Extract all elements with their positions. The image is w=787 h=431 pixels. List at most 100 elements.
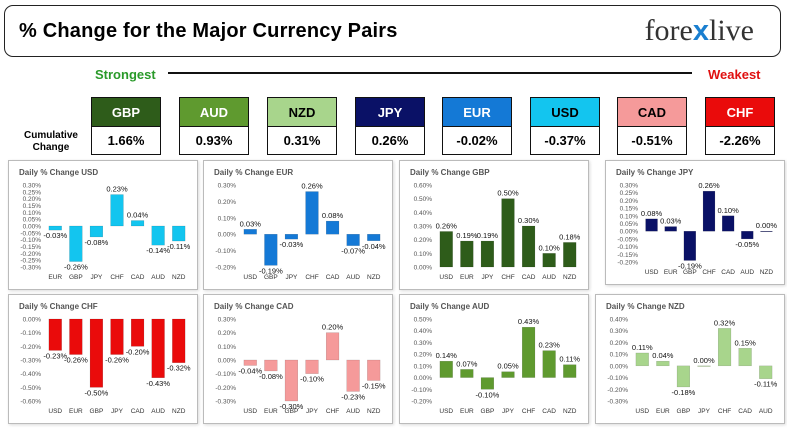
currency-card-aud: AUD 0.93% [179,97,249,155]
currency-card-nzd: NZD 0.31% [267,97,337,155]
y-tick-label: 0.15% [23,203,42,210]
y-tick-label: 0.30% [620,183,639,190]
y-tick-label: 0.25% [620,190,639,197]
data-label: -0.08% [259,372,283,381]
bar [676,365,691,388]
data-label: 0.15% [735,338,757,347]
currency-code: GBP [91,97,161,127]
data-label: 0.05% [497,362,519,371]
x-tick-label: CHF [522,408,535,415]
x-tick-label: NZD [760,269,774,276]
bar [346,359,360,392]
chart-svg: Daily % Change USD0.30%0.25%0.20%0.15%0.… [19,168,191,281]
y-tick-label: -0.30% [607,399,628,406]
x-tick-label: GBP [264,274,278,281]
bar [501,198,515,268]
y-tick-label: 0.10% [610,352,629,359]
data-label: -0.20% [126,347,150,356]
data-label: 0.10% [539,243,561,252]
chart-title: Daily % Change EUR [214,168,293,177]
x-tick-label: EUR [664,269,678,276]
daily-change-chart-0: Daily % Change USD 0.30% 0.25% 0.20% 0.15% 0.… [8,160,198,290]
y-tick-label: -0.05% [20,230,41,237]
currency-code: AUD [179,97,249,127]
y-tick-label: 0.20% [610,340,629,347]
bar [264,233,278,266]
y-tick-label: -0.20% [20,344,41,351]
bar [717,328,732,367]
x-tick-label: AUD [346,408,360,415]
y-tick-label: -0.10% [20,330,41,337]
bar [439,231,453,268]
data-label: 0.10% [718,206,740,215]
bar [645,218,658,232]
x-tick-label: JPY [285,274,298,281]
daily-change-chart-2: Daily % Change GBP 0.60% 0.50% 0.40% 0.30% 0.… [399,160,589,290]
chart-title: Daily % Change GBP [410,168,490,177]
daily-change-chart-1: Daily % Change EUR 0.30% 0.20% 0.10% 0.00% -0… [203,160,393,290]
y-tick-label: 0.20% [414,237,433,244]
x-tick-label: CHF [718,408,731,415]
currency-card-jpy: JPY 0.26% [355,97,425,155]
bar [480,377,495,390]
data-label: -0.18% [672,388,696,397]
x-tick-label: JPY [111,408,124,415]
y-tick-label: 0.10% [218,215,237,222]
bar [284,359,299,402]
x-tick-label: GBP [677,408,691,415]
bar [702,190,716,232]
x-tick-label: CAD [326,274,340,281]
y-tick-label: -0.15% [20,244,41,251]
x-tick-label: AUD [151,274,165,281]
x-tick-label: NZD [172,274,186,281]
y-tick-label: 0.30% [218,183,237,190]
y-tick-label: 0.60% [414,183,433,190]
bar [656,360,670,367]
x-tick-label: EUR [460,408,474,415]
data-label: -0.30% [280,402,304,411]
y-tick-label: 0.00% [23,317,42,324]
data-label: -0.26% [64,356,88,365]
y-tick-label: -0.20% [617,260,638,267]
data-label: 0.19% [477,231,499,240]
bar [697,365,711,367]
data-label: -0.07% [341,247,365,256]
bar [325,332,340,361]
bar [501,371,515,378]
chart-svg: Daily % Change JPY0.30%0.25%0.20%0.15%0.… [616,168,777,276]
strength-scale-line [168,72,692,74]
x-tick-label: JPY [698,408,711,415]
bar [760,230,773,232]
data-label: -0.43% [146,379,170,388]
y-tick-label: 0.30% [218,317,237,324]
y-tick-label: -0.20% [20,251,41,258]
y-tick-label: 0.40% [610,317,629,324]
x-tick-label: GBP [69,274,83,281]
y-tick-label: 0.40% [414,210,433,217]
chart-svg: Daily % Change AUD0.50%0.40%0.30%0.20%0.… [410,302,580,415]
x-tick-label: JPY [306,408,319,415]
bar [130,220,145,227]
y-tick-label: 0.30% [414,224,433,231]
bar [460,240,474,268]
bar [325,220,340,235]
y-tick-label: -0.20% [411,399,432,406]
y-tick-label: -0.20% [215,265,236,272]
data-label: -0.10% [300,375,324,384]
x-tick-label: EUR [48,274,62,281]
daily-change-chart-5: Daily % Change CAD 0.30% 0.20% 0.10% 0.00% -0… [203,294,393,424]
data-label: 0.20% [322,323,344,332]
y-tick-label: 0.00% [414,375,433,382]
cumulative-value: -2.26% [705,127,775,155]
y-tick-label: 0.30% [610,328,629,335]
y-tick-label: 0.10% [218,344,237,351]
daily-change-chart-3: Daily % Change JPY 0.30% 0.25% 0.20% 0.15% 0.… [605,160,785,285]
y-tick-label: -0.05% [617,236,638,243]
y-tick-label: 0.00% [620,229,639,236]
bar [542,350,556,378]
currency-card-usd: USD -0.37% [530,97,600,155]
y-tick-label: -0.40% [20,371,41,378]
bar [664,226,677,232]
x-tick-label: USD [243,408,257,415]
x-tick-label: CHF [305,274,318,281]
